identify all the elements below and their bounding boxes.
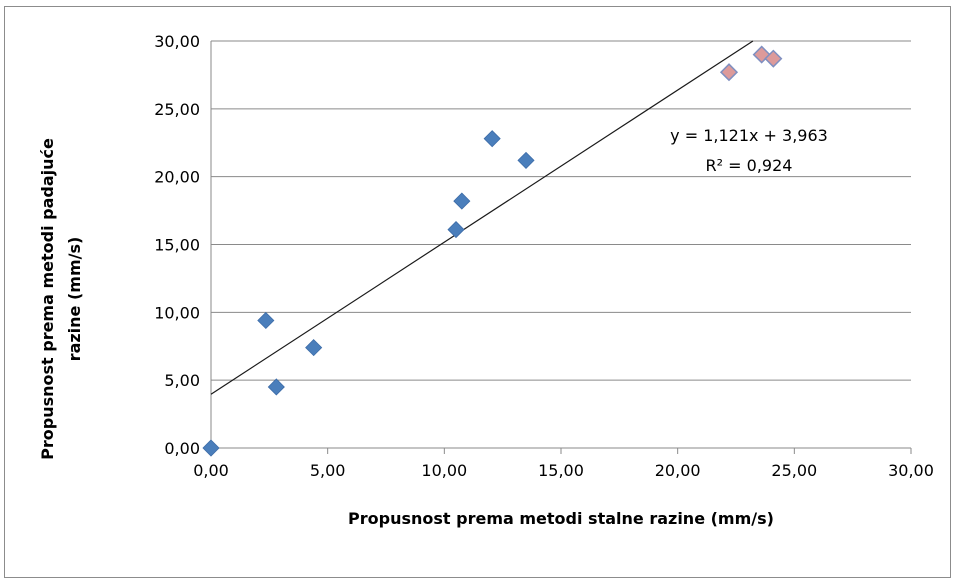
x-tick-label: 5,00 (310, 461, 346, 480)
y-tick-label: 10,00 (154, 303, 200, 322)
x-tick-label: 30,00 (888, 461, 934, 480)
y-axis-title-line-2: razine (mm/s) (65, 237, 84, 362)
chart-frame (4, 6, 951, 578)
y-tick-label: 0,00 (164, 439, 200, 458)
x-tick-label: 25,00 (771, 461, 817, 480)
data-point (453, 192, 471, 210)
data-point (517, 151, 535, 169)
data-point (447, 221, 465, 239)
x-tick-label: 15,00 (538, 461, 584, 480)
data-point (267, 378, 285, 396)
trendline-group (210, 40, 754, 395)
y-tick-label: 30,00 (154, 32, 200, 51)
data-point (483, 130, 501, 148)
y-tick-label: 15,00 (154, 236, 200, 255)
data-point (257, 311, 275, 330)
y-axis-title-line-1: Propusnost prema metodi padajuće (38, 138, 57, 460)
x-tick-label: 0,00 (193, 461, 229, 480)
data-points (202, 45, 783, 457)
data-point (305, 339, 323, 357)
data-point (719, 63, 739, 82)
y-tick-label: 25,00 (154, 100, 200, 119)
data-point (764, 49, 783, 68)
x-tick-label: 20,00 (655, 461, 701, 480)
gridlines (210, 40, 912, 454)
y-tick-labels: 0,00 5,00 10,00 15,00 20,00 25,00 30,00 (154, 32, 200, 458)
y-tick-label: 5,00 (164, 371, 200, 390)
x-tick-label: 10,00 (421, 461, 467, 480)
x-tick-labels: 0,00 5,00 10,00 15,00 20,00 25,00 30,00 (193, 461, 934, 480)
trendline (210, 40, 754, 395)
trendline-equation: y = 1,121x + 3,963 (670, 126, 828, 145)
trendline-r-squared: R² = 0,924 (706, 156, 793, 175)
y-axis-title: Propusnost prema metodi padajuće razine … (38, 138, 84, 460)
x-axis-title: Propusnost prema metodi stalne razine (m… (348, 509, 774, 528)
y-tick-label: 20,00 (154, 168, 200, 187)
data-point (202, 439, 220, 457)
